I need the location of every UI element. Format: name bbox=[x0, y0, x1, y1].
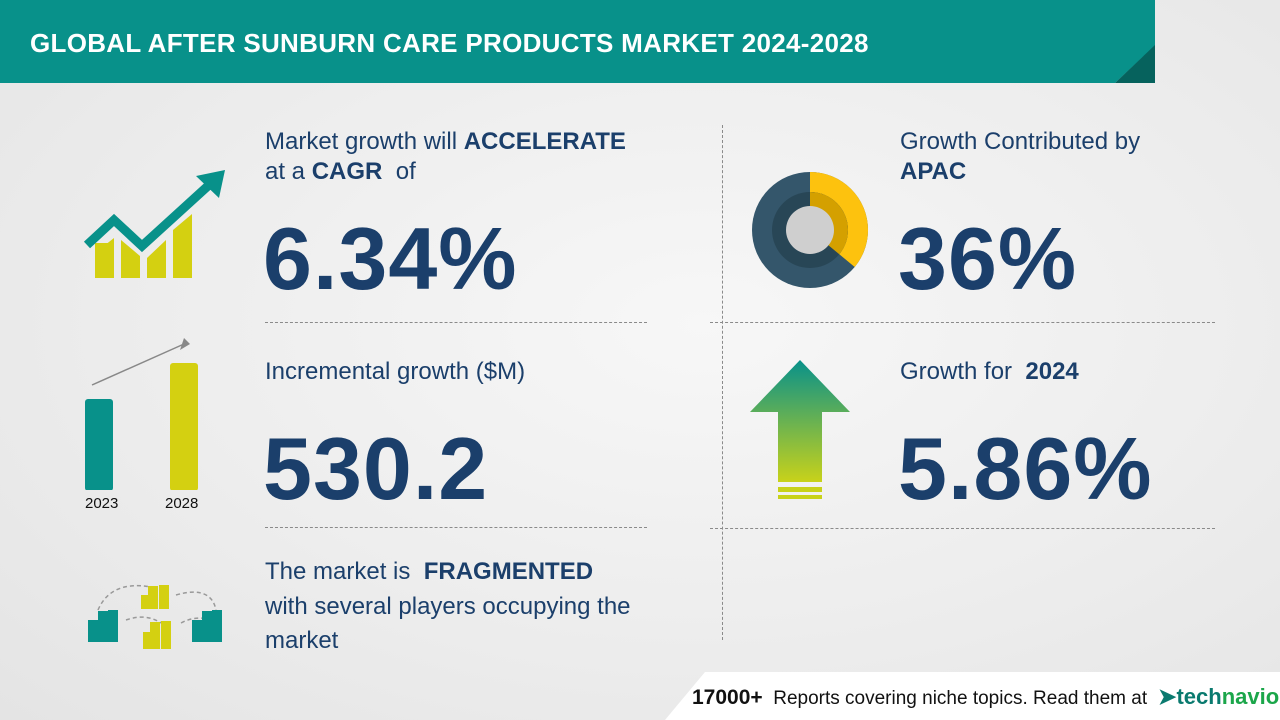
market-line2: with several players occupying the bbox=[265, 593, 631, 620]
page-title: GLOBAL AFTER SUNBURN CARE PRODUCTS MARKE… bbox=[30, 28, 869, 58]
footer-banner bbox=[665, 672, 1280, 720]
divider bbox=[710, 322, 1215, 323]
up-arrow-icon bbox=[750, 360, 850, 499]
divider bbox=[265, 527, 647, 528]
region-name: APAC bbox=[900, 158, 967, 185]
trend-up-bar-chart-icon bbox=[84, 170, 225, 278]
buildings-network-icon bbox=[88, 584, 222, 649]
bar-comparison-icon bbox=[85, 338, 198, 490]
yoy-value: 5.86% bbox=[898, 419, 1153, 518]
market-line3: market bbox=[265, 627, 339, 654]
market-line1: The market is FRAGMENTED bbox=[265, 558, 594, 585]
cagr-value: 6.34% bbox=[263, 209, 518, 308]
cagr-line1: Market growth will ACCELERATE bbox=[265, 128, 626, 155]
donut-chart-icon bbox=[752, 172, 868, 288]
bar-year-2023: 2023 bbox=[85, 495, 119, 512]
cagr-line2: at a CAGR of bbox=[265, 158, 416, 185]
incremental-label: Incremental growth ($M) bbox=[265, 358, 526, 385]
divider bbox=[710, 528, 1215, 529]
divider bbox=[265, 322, 647, 323]
region-label: Growth Contributed by bbox=[900, 128, 1141, 155]
region-value: 36% bbox=[898, 209, 1078, 308]
yoy-label: Growth for 2024 bbox=[900, 358, 1079, 385]
vertical-divider bbox=[722, 125, 723, 640]
title-banner bbox=[0, 0, 1155, 83]
technavio-logo[interactable]: ➤technavio bbox=[1158, 684, 1280, 709]
incremental-value: 530.2 bbox=[263, 419, 489, 518]
footer-text: 17000+ Reports covering niche topics. Re… bbox=[692, 686, 1148, 709]
bar-year-2028: 2028 bbox=[165, 495, 199, 512]
